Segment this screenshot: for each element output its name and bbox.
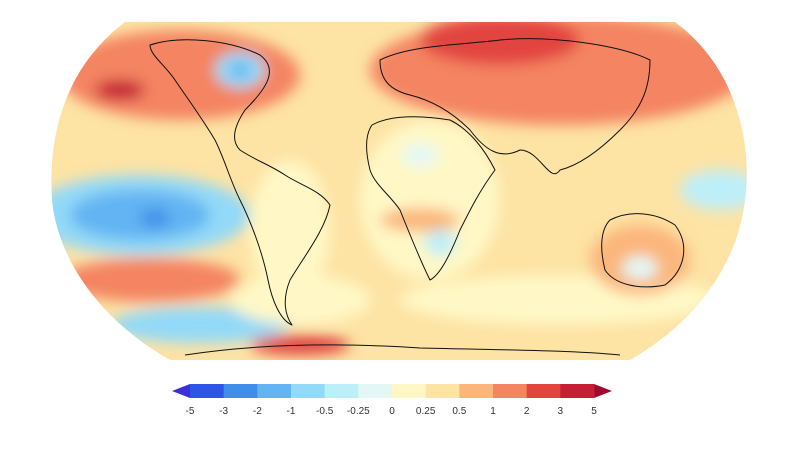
colorbar-bin — [291, 384, 326, 398]
colorbar-bin — [257, 384, 292, 398]
colorbar-bin — [223, 384, 258, 398]
colorbar-tick-label: 1 — [490, 406, 496, 417]
colorbar-tick-label: -1 — [287, 406, 296, 417]
colorbar-high-end — [594, 384, 612, 398]
colorbar-bin — [190, 384, 225, 398]
colorbar-bin — [324, 384, 359, 398]
colorbar-bin — [560, 384, 595, 398]
colorbar-tick-label: -0.25 — [347, 406, 370, 417]
coastlines — [149, 38, 685, 356]
colorbar-bin — [493, 384, 528, 398]
colorbar-bin — [358, 384, 393, 398]
colorbar-bin — [425, 384, 460, 398]
colorbar-tick-label: 0 — [389, 406, 395, 417]
colorbar-tick-label: 0.5 — [452, 406, 466, 417]
colorbar-tick-label: 2 — [524, 406, 530, 417]
colorbar-tick-label: 3 — [558, 406, 564, 417]
colorbar-tick-label: -0.5 — [316, 406, 334, 417]
colorbar: -5 -3 -2 -1 -0.5 -0.25 0 0.25 0.5 1 2 3 5 — [172, 384, 612, 417]
colorbar-tick-label: -3 — [219, 406, 228, 417]
colorbar-tick-label: 5 — [591, 406, 597, 417]
colorbar-low-end — [172, 384, 190, 398]
colorbar-bin — [459, 384, 494, 398]
colorbar-tick-label: 0.25 — [416, 406, 436, 417]
colorbar-tick-label: -5 — [186, 406, 195, 417]
colorbar-tick-label: -2 — [253, 406, 262, 417]
colorbar-bin — [526, 384, 561, 398]
colorbar-bin — [392, 384, 427, 398]
temperature-anomaly-field — [51, 22, 747, 360]
